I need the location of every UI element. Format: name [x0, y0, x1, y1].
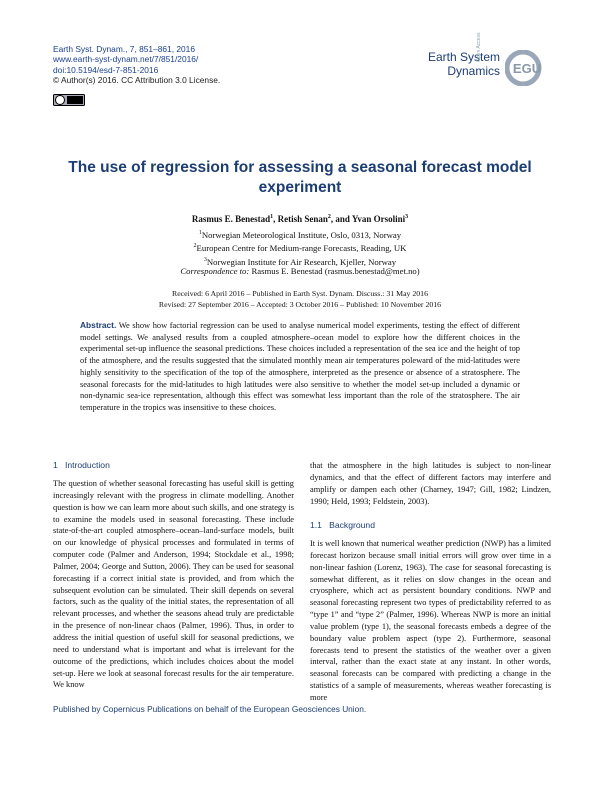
egu-text: EGU [513, 61, 541, 76]
correspondence-text: Rasmus E. Benestad (rasmus.benestad@met.… [251, 266, 420, 276]
cc-badge [53, 94, 85, 106]
column-text: It is well known that numerical weather … [310, 539, 551, 702]
open-access: Open Access [476, 33, 482, 62]
subsection-title: Background [329, 520, 375, 530]
author-joiner: , and [330, 214, 352, 224]
url[interactable]: www.earth-syst-dynam.net/7/851/2016/ [53, 54, 199, 65]
abstract-text: We show how factorial regression can be … [80, 321, 520, 412]
dates: Received: 6 April 2016 – Published in Ea… [60, 288, 540, 310]
title: The use of regression for assessing a se… [68, 159, 532, 196]
subsection-heading: 1.1 Background [310, 520, 375, 530]
license: © Author(s) 2016. CC Attribution 3.0 Lic… [53, 75, 221, 86]
section-heading: 1 Introduction [53, 460, 110, 470]
affiliation-text: Norwegian Institute for Air Research, Kj… [206, 256, 397, 267]
affiliation: 2European Centre for Medium-range Foreca… [60, 241, 540, 254]
author-affil: 3 [405, 214, 409, 220]
affiliation-number: 3 [203, 256, 207, 263]
open-access-label: Open Access [476, 32, 482, 62]
affiliations: 1Norwegian Meteorological Institute, Osl… [60, 228, 540, 268]
affiliation-number: 1 [198, 230, 202, 236]
author-joiner: , [273, 214, 278, 224]
affiliation-text: European Centre for Medium-range Forecas… [196, 243, 407, 254]
header: Earth Syst. Dynam., 7, 851–861, 2016 www… [53, 44, 220, 86]
correspondence-label: Correspondence to: [180, 266, 250, 276]
affiliation: 1Norwegian Meteorological Institute, Osl… [60, 228, 540, 241]
abstract: Abstract. We show how factorial regressi… [80, 320, 520, 414]
author-affil: 2 [327, 214, 331, 220]
abstract-label: Abstract. [80, 320, 117, 330]
journal-logo-text: Earth System Dynamics [390, 50, 500, 78]
doi[interactable]: doi:10.5194/esd-7-851-2016 [53, 64, 159, 75]
logo-line: Dynamics [447, 64, 500, 78]
section-title: Introduction [64, 460, 110, 470]
author-affil: 1 [270, 214, 274, 220]
author-name: Rasmus E. Benestad [191, 214, 271, 224]
correspondence: Correspondence to: Rasmus E. Benestad (r… [60, 266, 540, 278]
logo-line: Earth System [427, 50, 500, 64]
affiliation: 3Norwegian Institute for Air Research, K… [60, 255, 540, 268]
date-line: Revised: 27 September 2016 – Accepted: 3… [158, 300, 442, 309]
date-line: Received: 6 April 2016 – Published in Ea… [172, 289, 428, 298]
affiliation-number: 2 [193, 243, 197, 250]
journal: Earth Syst. Dynam., 7, 851–861, 2016 [53, 44, 195, 54]
column-text: that the atmosphere in the high latitude… [310, 461, 551, 506]
affiliation-text: Norwegian Meteorological Institute, Oslo… [201, 229, 402, 240]
section-number: 1 [53, 460, 58, 470]
footer: Published by Copernicus Publications on … [53, 704, 367, 714]
egu-logo: EGU [505, 50, 542, 86]
authors: Rasmus E. Benestad1, Retish Senan2, and … [60, 212, 540, 226]
column-text: The question of whether seasonal forecas… [53, 479, 294, 690]
author-name: Yvan Orsolini [351, 214, 406, 224]
subsection-number: 1.1 [310, 520, 322, 530]
author-name: Retish Senan [277, 214, 328, 224]
